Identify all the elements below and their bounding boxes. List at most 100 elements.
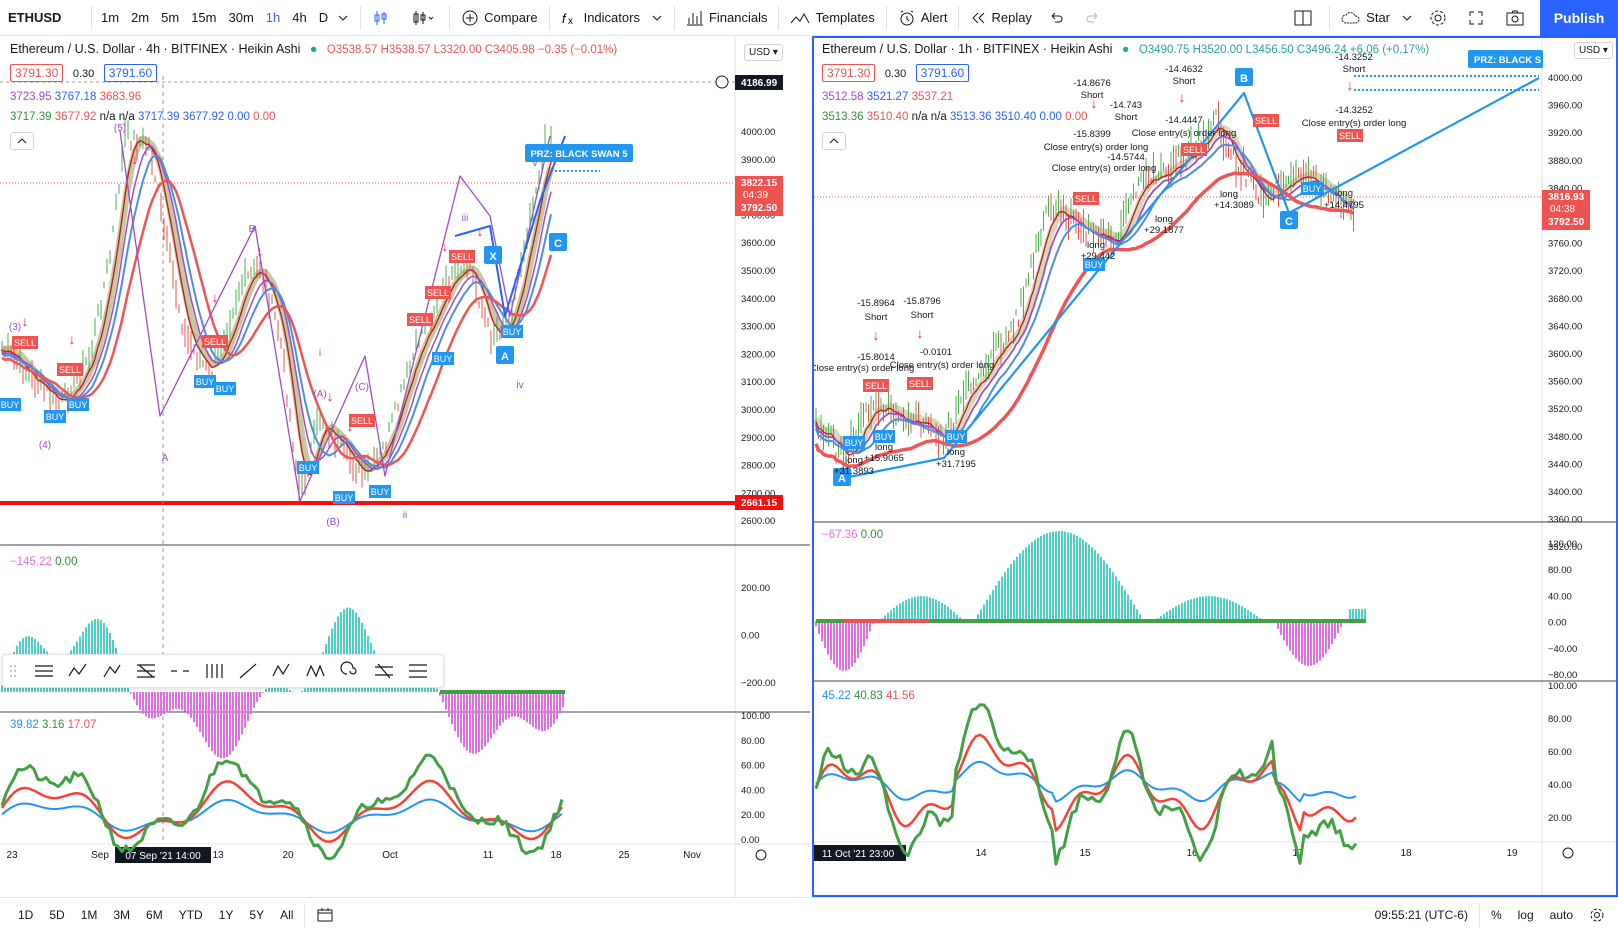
trade-label: long: [1220, 189, 1238, 200]
range-All[interactable]: All: [280, 907, 294, 922]
interval-15m[interactable]: 15m: [191, 10, 217, 25]
wave-label: (C): [355, 382, 369, 393]
gear-icon[interactable]: [1581, 897, 1618, 931]
spiral-icon[interactable]: [333, 657, 367, 685]
redo-icon[interactable]: [1077, 0, 1114, 36]
range-1Y[interactable]: 1Y: [218, 907, 234, 922]
interval-2m[interactable]: 2m: [131, 10, 150, 25]
layout-name-button[interactable]: Star: [1333, 0, 1398, 36]
interval-1h[interactable]: 1h: [265, 10, 281, 25]
interval-4h[interactable]: 4h: [292, 10, 307, 25]
publish-button[interactable]: Publish: [1540, 0, 1618, 36]
trade-label: Close entry(s) order long: [890, 360, 995, 371]
collapse-legend-button[interactable]: [822, 132, 846, 150]
price-tick: 3320.00: [1548, 542, 1582, 553]
range-YTD[interactable]: YTD: [178, 907, 203, 922]
templates-button[interactable]: Templates: [782, 0, 882, 36]
auto-toggle[interactable]: auto: [1549, 907, 1573, 922]
time-tick: 13: [212, 850, 224, 861]
left-chart-canvas[interactable]: 4000.003900.003800.003700.003600.003500.…: [0, 36, 810, 897]
indicators-button[interactable]: f x Indicators: [561, 10, 640, 27]
price-tick: 3600.00: [1548, 349, 1582, 360]
rsi-value: 40.83: [853, 690, 883, 702]
candles-icon[interactable]: [403, 0, 446, 36]
percent-toggle[interactable]: %: [1490, 907, 1502, 922]
range-1D[interactable]: 1D: [18, 907, 34, 922]
wave-label: iv: [516, 380, 523, 391]
rsi-tick: 20.00: [741, 810, 765, 821]
chevron-down-icon[interactable]: [648, 0, 671, 36]
left-ohlc: O3538.57 H3538.57 L3320.00 C3405.98 −0.3…: [326, 44, 618, 56]
drag-handle-icon[interactable]: [9, 661, 17, 681]
drawing-tools: [27, 657, 435, 685]
xabcd-icon[interactable]: [299, 657, 333, 685]
financials-button[interactable]: Financials: [678, 0, 776, 36]
sell-arrow-icon: ↓: [917, 325, 924, 341]
schiff-icon[interactable]: [401, 657, 435, 685]
price-tick: 3400.00: [1548, 487, 1582, 498]
replay-button[interactable]: Replay: [962, 0, 1039, 36]
right-chart-canvas[interactable]: 4000.003960.003920.003880.003840.003800.…: [814, 38, 1616, 895]
currency-button[interactable]: USD ▾: [1574, 42, 1613, 59]
buy-signal-label: BUY: [845, 438, 864, 448]
log-toggle[interactable]: log: [1517, 907, 1534, 922]
right-chart-pane[interactable]: 4000.003960.003920.003880.003840.003800.…: [812, 36, 1618, 897]
ind-value: 3717.39: [10, 111, 52, 123]
parallel-channel-icon[interactable]: [367, 657, 401, 685]
sell-price-box[interactable]: 3791.30: [10, 64, 64, 82]
bar-style-icon[interactable]: [364, 0, 403, 36]
currency-button[interactable]: USD ▾: [744, 44, 783, 61]
divider: [1478, 902, 1480, 927]
range-3M[interactable]: 3M: [113, 907, 131, 922]
collapse-legend-button[interactable]: [10, 132, 34, 150]
range-5D[interactable]: 5D: [49, 907, 65, 922]
sell-price-box[interactable]: 3791.30: [822, 64, 876, 82]
buy-signal-label: BUY: [46, 412, 65, 422]
right-chart-title[interactable]: Ethereum / U.S. Dollar · 1h · BITFINEX ·…: [822, 42, 1113, 56]
buy-signal-badge: [945, 430, 967, 443]
left-rsi-legend: 39.82 3.16 17.07: [10, 719, 96, 731]
undo-icon[interactable]: [1040, 0, 1077, 36]
gear-icon[interactable]: [1421, 0, 1460, 36]
price-tick: 3440.00: [1548, 459, 1582, 470]
date-range-icon[interactable]: [308, 897, 347, 931]
left-chart-pane[interactable]: 4000.003900.003800.003700.003600.003500.…: [0, 36, 810, 897]
abcd-icon[interactable]: [265, 657, 299, 685]
trade-label: +14.3089: [1214, 200, 1254, 211]
fullscreen-icon[interactable]: [1460, 0, 1497, 36]
layout-icon[interactable]: [1285, 0, 1326, 36]
range-5Y[interactable]: 5Y: [249, 907, 265, 922]
interval-1m[interactable]: 1m: [101, 10, 120, 25]
range-1M[interactable]: 1M: [80, 907, 98, 922]
fib-icon[interactable]: [129, 657, 163, 685]
sell-signal-badge: [57, 363, 83, 376]
horizontal-ray-icon[interactable]: [163, 657, 197, 685]
symbol-search[interactable]: ETHUSD: [8, 10, 62, 25]
buy-price-box[interactable]: 3791.60: [103, 64, 158, 82]
path-icon[interactable]: [95, 657, 129, 685]
buy-price-box[interactable]: 3791.60: [915, 64, 970, 82]
right-osc-legend: −67.36 0.00: [822, 529, 883, 541]
label-icon[interactable]: [27, 657, 61, 685]
compare-button[interactable]: Compare: [453, 0, 545, 36]
buy-signal-badge: [0, 398, 21, 411]
range-6M[interactable]: 6M: [146, 907, 163, 922]
top-toolbar: ETHUSD 1m 2m 5m 15m 30m 1h 4h D Compare f x Indic…: [0, 0, 1618, 36]
waves-icon[interactable]: [61, 657, 95, 685]
trade-label: +15.9065: [864, 453, 904, 464]
bars-pattern-icon[interactable]: [197, 657, 231, 685]
alert-button[interactable]: Alert: [890, 0, 956, 36]
sell-signal-badge: [425, 286, 451, 299]
chevron-down-icon[interactable]: [334, 0, 357, 36]
chevron-down-icon[interactable]: [1398, 0, 1421, 36]
trend-line-icon[interactable]: [231, 657, 265, 685]
interval-30m[interactable]: 30m: [228, 10, 254, 25]
rsi-tick: 20.00: [1548, 813, 1572, 824]
interval-5m[interactable]: 5m: [161, 10, 180, 25]
clock[interactable]: 09:55:21 (UTC-6): [1374, 907, 1468, 922]
price-tick: 3300.00: [741, 322, 775, 333]
interval-D[interactable]: D: [318, 10, 329, 25]
divider: [91, 5, 92, 30]
left-chart-title[interactable]: Ethereum / U.S. Dollar · 4h · BITFINEX ·…: [10, 42, 301, 56]
camera-icon[interactable]: [1497, 0, 1538, 36]
